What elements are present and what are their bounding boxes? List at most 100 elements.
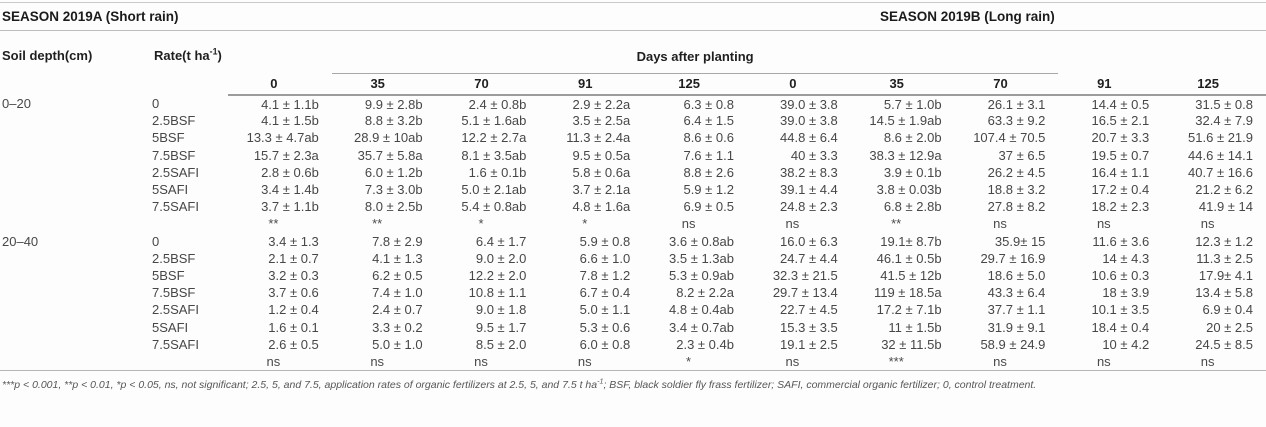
day-column-header: 91 [539, 73, 644, 96]
soil-depth-cell [0, 112, 152, 129]
value-cell: 10.8 ± 1.1 [468, 285, 527, 301]
value-cell: 29.7 ± 16.9 [980, 250, 1046, 266]
value-cell: 5.3 ± 0.6 [579, 319, 631, 335]
rate-cell: 7.5BSF [152, 285, 196, 301]
value-cell: 5.0 ± 2.1ab [461, 182, 527, 198]
day-column-header: 35 [850, 73, 955, 96]
season-header-row: SEASON 2019A (Short rain) SEASON 2019B (… [0, 3, 1266, 30]
day-column-header: 91 [1058, 73, 1163, 96]
table-row: 2.5BSF 4.1 ± 1.5b 8.8 ± 3.2b 5.1 ± 1.6ab 3.5… [0, 112, 1266, 129]
soil-depth-cell [0, 267, 152, 284]
soil-depth-cell [0, 301, 152, 318]
table-row: 2.5BSF 2.1 ± 0.7 4.1 ± 1.3 9.0 ± 2.0 6.6 ± 1… [0, 250, 1266, 267]
value-cell: 11.3 ± 2.4a [566, 130, 631, 146]
soil-nutrient-table: Soil depth(cm) Rate(t ha-1) Days after p… [0, 31, 1266, 370]
value-cell: 3.4 ± 1.4b [261, 182, 319, 198]
value-cell: 12.2 ± 2.7a [461, 130, 527, 146]
value-cell: 8.6 ± 0.6 [683, 130, 734, 146]
soil-depth-header: Soil depth(cm) [2, 48, 93, 63]
value-cell: 6.9 ± 0.4 [1202, 302, 1253, 318]
table-row: 5SAFI 3.4 ± 1.4b 7.3 ± 3.0b 5.0 ± 2.1ab 3.7 … [0, 181, 1266, 198]
value-cell: 39.0 ± 3.8 [780, 113, 838, 129]
soil-depth-cell [0, 318, 152, 335]
value-cell: 7.8 ± 2.9 [372, 233, 423, 249]
value-cell: 26.2 ± 4.5 [987, 164, 1046, 180]
value-cell: 7.4 ± 1.0 [372, 285, 423, 301]
value-cell: 31.5 ± 0.8 [1195, 96, 1253, 112]
value-cell: 14.5 ± 1.9ab [869, 113, 942, 129]
group-header-row: Soil depth(cm) Rate(t ha-1) Days after p… [0, 31, 1266, 74]
value-cell: 5.1 ± 1.6ab [461, 113, 527, 129]
value-cell: 63.3 ± 9.2 [987, 113, 1046, 129]
value-cell: 9.5 ± 1.7 [475, 319, 527, 335]
rate-cell: 5SAFI [152, 319, 189, 335]
value-cell: 3.5 ± 1.3ab [669, 250, 734, 266]
table-row: 2.5SAFI 1.2 ± 0.4 2.4 ± 0.7 9.0 ± 1.8 5.0 ± … [0, 301, 1266, 318]
value-cell: 2.4 ± 0.8b [468, 96, 527, 112]
value-cell: 3.7 ± 2.1a [572, 182, 631, 198]
day-column-header: 0 [228, 73, 332, 96]
value-cell: 4.1 ± 1.5b [261, 113, 319, 129]
value-cell: 32.4 ± 7.9 [1195, 113, 1253, 129]
footnote-superscript: -1 [597, 377, 604, 386]
value-cell: 4.8 ± 1.6a [572, 199, 631, 215]
value-cell: 38.2 ± 8.3 [780, 164, 838, 180]
day-column-header: 0 [746, 73, 851, 96]
value-cell: 4.8 ± 0.4ab [669, 302, 734, 318]
rate-cell [152, 353, 228, 370]
value-cell: 3.7 ± 0.6 [268, 285, 319, 301]
value-cell: 10.6 ± 0.3 [1091, 267, 1150, 283]
day-column-header: 125 [1162, 73, 1266, 96]
significance-cell: ns [785, 216, 800, 232]
value-cell: 12.2 ± 2.0 [468, 267, 527, 283]
value-cell: 9.9 ± 2.8b [364, 96, 423, 112]
value-cell: 16.0 ± 6.3 [780, 233, 838, 249]
value-cell: 3.4 ± 0.7ab [669, 319, 734, 335]
significance-cell: ns [1200, 353, 1215, 369]
value-cell: 6.4 ± 1.7 [475, 233, 527, 249]
value-cell: 38.3 ± 12.9a [869, 147, 942, 163]
value-cell: 2.9 ± 2.2a [572, 96, 631, 112]
value-cell: 19.1± 8.7b [880, 233, 942, 249]
value-cell: 2.8 ± 0.6b [261, 164, 319, 180]
value-cell: 44.8 ± 6.4 [780, 130, 838, 146]
rate-header: Rate(t ha-1) [154, 46, 222, 63]
value-cell: 2.6 ± 0.5 [268, 336, 319, 352]
value-cell: 39.0 ± 3.8 [780, 96, 838, 112]
day-column-header: 70 [435, 73, 540, 96]
table-row: 7.5SAFI 3.7 ± 1.1b 8.0 ± 2.5b 5.4 ± 0.8ab 4.… [0, 198, 1266, 215]
season-b-title: SEASON 2019B (Long rain) [880, 9, 1055, 24]
rate-cell: 2.5SAFI [152, 302, 199, 318]
value-cell: 32.3 ± 21.5 [772, 267, 838, 283]
value-cell: 8.2 ± 2.2a [676, 285, 734, 301]
significance-cell: ** [891, 216, 902, 232]
table-row: 7.5BSF 3.7 ± 0.6 7.4 ± 1.0 10.8 ± 1.1 6.7 ± … [0, 284, 1266, 301]
significance-cell: ns [993, 353, 1007, 369]
rate-cell: 5BSF [152, 130, 185, 146]
value-cell: 2.3 ± 0.4b [676, 336, 734, 352]
value-cell: 18.8 ± 3.2 [987, 182, 1046, 198]
spacer-cell [1058, 31, 1162, 73]
rate-cell: 5SAFI [152, 182, 189, 198]
table-body: 0–20 0 4.1 ± 1.1b 9.9 ± 2.8b 2.4 ± 0.8b 2.9 ±… [0, 95, 1266, 370]
value-cell: 19.5 ± 0.7 [1091, 147, 1150, 163]
soil-depth-cell [0, 336, 152, 353]
table-row: 5SAFI 1.6 ± 0.1 3.3 ± 0.2 9.5 ± 1.7 5.3 ± 0.… [0, 318, 1266, 335]
value-cell: 58.9 ± 24.9 [980, 336, 1046, 352]
soil-depth-cell [0, 129, 152, 146]
value-cell: 8.8 ± 2.6 [683, 164, 734, 180]
value-cell: 18.2 ± 2.3 [1091, 199, 1150, 215]
table-row: 7.5SAFI 2.6 ± 0.5 5.0 ± 1.0 8.5 ± 2.0 6.0 ± … [0, 336, 1266, 353]
value-cell: 3.2 ± 0.3 [268, 267, 319, 283]
significance-cell: ns [681, 216, 696, 232]
value-cell: 5.4 ± 0.8ab [461, 199, 527, 215]
value-cell: 14.4 ± 0.5 [1091, 96, 1150, 112]
value-cell: 15.3 ± 3.5 [780, 319, 838, 335]
value-cell: 41.9 ± 14 [1198, 199, 1253, 215]
soil-depth-cell [0, 250, 152, 267]
value-cell: 8.5 ± 2.0 [475, 336, 527, 352]
rate-cell: 0 [152, 233, 160, 249]
rate-cell: 5BSF [152, 267, 185, 283]
soil-depth-cell [0, 147, 152, 164]
value-cell: 8.1 ± 3.5ab [461, 147, 527, 163]
